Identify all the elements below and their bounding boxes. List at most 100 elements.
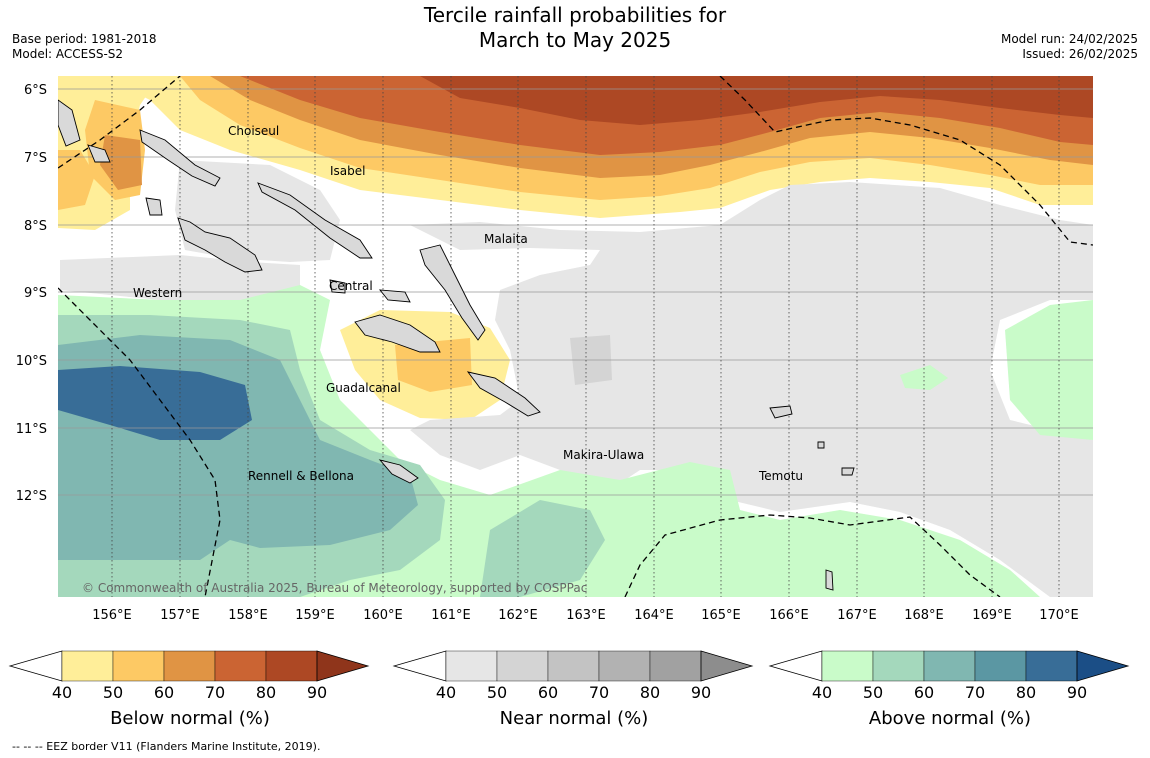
- island-choiseul: [139, 129, 221, 187]
- province-label-malaita: Malaita: [484, 232, 528, 246]
- colorbar-tick: 60: [153, 683, 175, 702]
- colorbar-tick: 50: [862, 683, 884, 702]
- island-vanikoro: [817, 441, 825, 449]
- colorbar-tick: 50: [486, 683, 508, 702]
- lon-label: 166°E: [769, 608, 809, 623]
- lon-label: 161°E: [431, 608, 471, 623]
- islands: [58, 99, 855, 591]
- title-line-2: March to May 2025: [478, 28, 672, 52]
- colorbar-tick: 60: [913, 683, 935, 702]
- colorbar-tick: 90: [1066, 683, 1088, 702]
- issued-date: Issued: 26/02/2025: [1022, 47, 1138, 61]
- lon-label: 157°E: [160, 608, 200, 623]
- lat-label: 9°S: [24, 286, 47, 301]
- colorbar-title: Below normal (%): [110, 708, 270, 729]
- lon-label: 165°E: [701, 608, 741, 623]
- eez-border: [58, 76, 1093, 597]
- colorbar-tick: 80: [639, 683, 661, 702]
- latitude-labels: 6°S 7°S 8°S 9°S 10°S 11°S 12°S: [16, 83, 47, 504]
- colorbar-tick: 50: [102, 683, 124, 702]
- lon-label: 169°E: [972, 608, 1012, 623]
- province-label-rennell-bellona: Rennell & Bellona: [248, 469, 354, 483]
- province-labels: Choiseul Isabel Malaita Central Western …: [133, 124, 803, 483]
- colorbar-above-normal: 40 50 60 70 80 90 Above normal (%): [768, 648, 1130, 738]
- colorbar-tick: 40: [811, 683, 833, 702]
- above-normal-50-south: [480, 500, 605, 597]
- copyright-text: © Commonwealth of Australia 2025, Bureau…: [82, 581, 587, 595]
- island-bougainville-edge: [58, 99, 81, 147]
- meta-right: Model run: 24/02/2025 Issued: 26/02/2025: [1001, 32, 1138, 62]
- model-name: Model: ACCESS-S2: [12, 47, 124, 61]
- island-south: [825, 569, 834, 591]
- island-makira: [466, 371, 541, 417]
- colorbar-below-normal-svg: [8, 650, 370, 682]
- island-tikopia: [841, 467, 855, 476]
- above-normal-40-east: [1005, 300, 1093, 440]
- province-label-isabel: Isabel: [330, 164, 365, 178]
- graticule: [58, 88, 1093, 496]
- island-malaita: [419, 244, 486, 341]
- colorbar-tick: 80: [255, 683, 277, 702]
- colorbar-tick: 40: [51, 683, 73, 702]
- longitude-labels: 156°E 157°E 158°E 159°E 160°E 161°E 162°…: [92, 608, 1079, 623]
- province-label-temotu: Temotu: [758, 469, 803, 483]
- island-shortland: [87, 144, 111, 163]
- colorbar-tick: 70: [588, 683, 610, 702]
- map-title: Tercile rainfall probabilities for March…: [0, 3, 1150, 53]
- island-isabel: [257, 182, 373, 259]
- rainfall-map: 6°S 7°S 8°S 9°S 10°S 11°S 12°S 156°E 157…: [16, 76, 1093, 623]
- lon-label: 156°E: [92, 608, 132, 623]
- island-vella-lavella: [145, 197, 163, 216]
- lat-label: 8°S: [24, 219, 47, 234]
- colorbar-near-normal: 40 50 60 70 80 90 Near normal (%): [392, 648, 754, 738]
- above-normal-80: [58, 366, 252, 440]
- island-russell: [329, 279, 346, 294]
- lat-label: 10°S: [16, 354, 47, 369]
- probability-fields: [58, 76, 1093, 597]
- island-rennell: [378, 459, 419, 484]
- lon-label: 162°E: [498, 608, 538, 623]
- lon-label: 160°E: [363, 608, 403, 623]
- lon-label: 163°E: [566, 608, 606, 623]
- below-normal-60-west: [100, 135, 142, 190]
- colorbar-tick: 60: [537, 683, 559, 702]
- province-label-makira-ulawa: Makira-Ulawa: [563, 448, 644, 462]
- island-guadalcanal: [354, 314, 441, 353]
- province-label-western: Western: [133, 286, 182, 300]
- lon-label: 158°E: [228, 608, 268, 623]
- lon-label: 168°E: [904, 608, 944, 623]
- lon-label: 170°E: [1039, 608, 1079, 623]
- below-normal-80: [420, 76, 1093, 125]
- lat-label: 12°S: [16, 489, 47, 504]
- island-florida: [378, 289, 411, 303]
- below-normal-50-guadalcanal: [395, 338, 472, 392]
- colorbar-tick: 70: [964, 683, 986, 702]
- colorbar-below-normal: 40 50 60 70 80 90 Below normal (%): [8, 648, 370, 738]
- eez-legend-note: -- -- -- EEZ border V11 (Flanders Marine…: [12, 740, 321, 753]
- below-normal-50-west: [58, 150, 95, 210]
- lon-label: 167°E: [837, 608, 877, 623]
- lon-label: 159°E: [295, 608, 335, 623]
- province-label-guadalcanal: Guadalcanal: [326, 381, 401, 395]
- lat-label: 6°S: [24, 83, 47, 98]
- colorbar-title: Near normal (%): [499, 708, 649, 729]
- province-label-central: Central: [329, 279, 373, 293]
- title-line-1: Tercile rainfall probabilities for: [423, 3, 727, 27]
- colorbar-tick: 70: [204, 683, 226, 702]
- base-period: Base period: 1981-2018: [12, 32, 157, 46]
- island-new-georgia: [177, 217, 263, 273]
- colorbar-tick: 80: [1015, 683, 1037, 702]
- lon-label: 164°E: [634, 608, 674, 623]
- lat-label: 11°S: [16, 422, 47, 437]
- colorbar-above-normal-svg: [768, 650, 1130, 682]
- colorbar-tick: 90: [690, 683, 712, 702]
- model-run: Model run: 24/02/2025: [1000, 32, 1138, 46]
- island-santa-cruz: [769, 405, 793, 419]
- colorbar-near-normal-svg: [392, 650, 754, 682]
- lat-label: 7°S: [24, 151, 47, 166]
- colorbar-tick: 40: [435, 683, 457, 702]
- near-normal-east: [410, 182, 1093, 597]
- colorbar-tick: 90: [306, 683, 328, 702]
- province-label-choiseul: Choiseul: [228, 124, 279, 138]
- colorbar-title: Above normal (%): [868, 708, 1032, 729]
